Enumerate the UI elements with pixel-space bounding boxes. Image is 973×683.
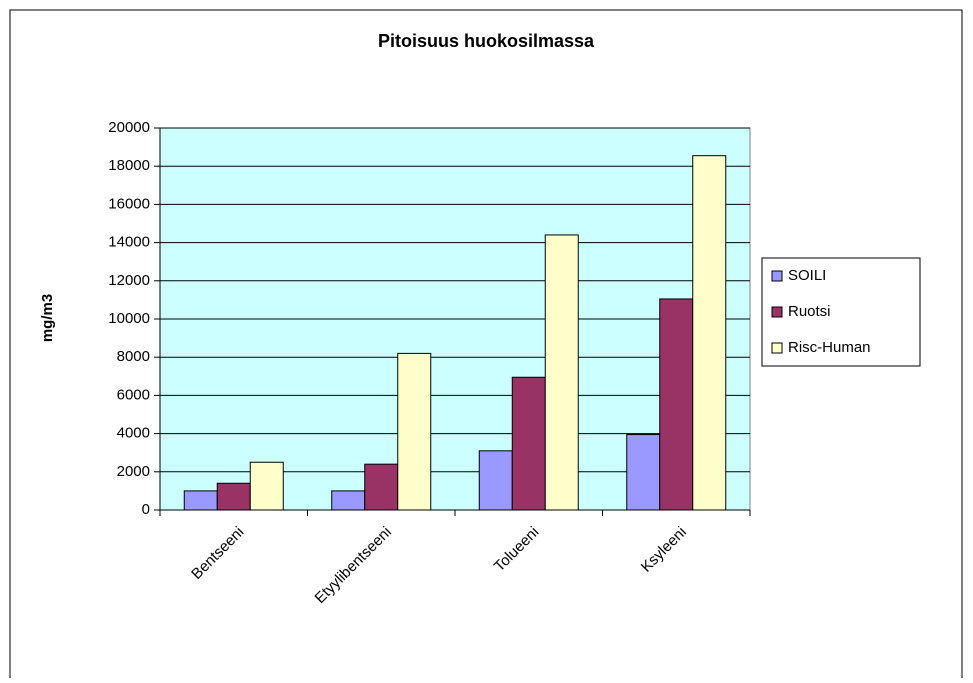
bar <box>216 482 251 511</box>
legend-box <box>761 257 921 367</box>
y-tick-label: 16000 <box>108 195 150 212</box>
bar <box>626 434 661 511</box>
y-tick-label: 10000 <box>108 310 150 327</box>
legend-swatch <box>771 306 783 318</box>
y-tick-label: 4000 <box>117 425 150 442</box>
chart-title: Pitoisuus huokosilmassa <box>378 31 595 51</box>
y-tick-label: 18000 <box>108 157 150 174</box>
y-axis-label: mg/m3 <box>39 294 56 342</box>
legend-swatch <box>771 342 783 354</box>
bar <box>511 376 546 511</box>
bar <box>331 490 366 511</box>
y-tick-label: 8000 <box>117 348 150 365</box>
legend-label: Risc-Human <box>788 339 871 356</box>
bar <box>659 298 694 511</box>
y-tick-label: 2000 <box>117 463 150 480</box>
y-tick-label: 12000 <box>108 272 150 289</box>
legend-label: Ruotsi <box>788 303 831 320</box>
bar <box>249 461 284 511</box>
bar <box>692 155 727 511</box>
bar <box>478 450 513 511</box>
legend-label: SOILI <box>788 267 826 284</box>
bar <box>397 352 432 511</box>
y-tick-label: 6000 <box>117 386 150 403</box>
bar <box>364 463 399 511</box>
bar <box>183 490 218 511</box>
y-tick-label: 0 <box>142 501 150 518</box>
y-tick-label: 20000 <box>108 119 150 136</box>
bar <box>544 234 579 511</box>
legend-swatch <box>771 270 783 282</box>
y-tick-label: 14000 <box>108 234 150 251</box>
